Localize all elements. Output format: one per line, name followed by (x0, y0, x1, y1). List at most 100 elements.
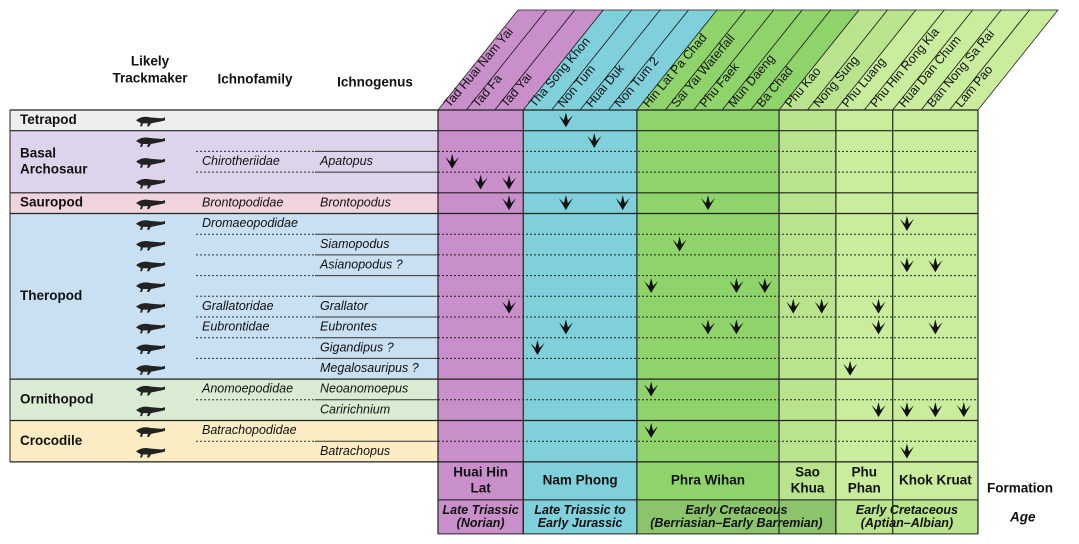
footprint (644, 277, 659, 293)
footprint (757, 277, 772, 293)
footprint (899, 402, 914, 418)
footprint (729, 319, 744, 335)
age-text: Early Jurassic (538, 516, 623, 530)
trackmaker-silhouette (136, 116, 165, 127)
column-header: Ichnogenus (337, 75, 413, 90)
ichnofamily: Grallatoridae (202, 299, 274, 313)
ichnogenus: Gigandipus ? (320, 340, 394, 354)
age-label: Age (1009, 509, 1036, 524)
footprint (928, 257, 943, 273)
group-name: Archosaur (20, 161, 88, 176)
formation-name: Khua (791, 480, 825, 495)
column-header: Ichnofamily (217, 72, 293, 87)
footprint (558, 112, 573, 128)
formation-band (835, 110, 893, 462)
trackmaker-silhouette (136, 323, 165, 334)
trackmaker-silhouette (136, 385, 165, 396)
footprint (558, 319, 573, 335)
footprint (928, 402, 943, 418)
formation-name: Huai Hin (453, 464, 508, 479)
trackmaker-silhouette (136, 406, 165, 417)
trackmaker-silhouette (136, 137, 165, 148)
group-name: Basal (20, 145, 56, 160)
ichnogenus: Eubrontes (320, 320, 377, 334)
age-text: (Norian) (457, 516, 505, 530)
formation-name: Nam Phong (543, 472, 618, 487)
ichnogenus: Neoanomoepus (320, 382, 408, 396)
group-name: Sauropod (20, 195, 83, 210)
formation-name: Phra Wihan (671, 472, 745, 487)
ichnofamily: Anomoepodidae (201, 382, 293, 396)
ichnofamily: Chirotheriidae (202, 154, 280, 168)
footprint (899, 443, 914, 459)
footprint (956, 402, 971, 418)
group-name: Ornithopod (20, 391, 93, 406)
ichnogenus: Brontopodus (320, 195, 391, 209)
trackmaker-silhouette (136, 365, 165, 375)
ichnofamily: Dromaeopodidae (202, 216, 298, 230)
ichnofamily: Brontopodidae (202, 195, 283, 209)
age-text: (Aptian–Albian) (861, 516, 953, 530)
age-text: Late Triassic to (534, 503, 626, 517)
footprint (700, 319, 715, 335)
formation-label: Formation (987, 480, 1053, 495)
footprint (899, 215, 914, 231)
formation-band (636, 110, 780, 462)
formation-band (523, 110, 637, 462)
footprint (814, 298, 829, 314)
group-band (10, 192, 438, 214)
ichnogenus: Megalosauripus ? (320, 361, 419, 375)
footprint (843, 360, 858, 376)
trackmaker-silhouette (136, 158, 165, 168)
group-name: Theropod (20, 288, 82, 303)
footprint (615, 195, 630, 211)
age-text: Late Triassic (443, 503, 519, 517)
group-name: Tetrapod (20, 112, 77, 127)
ichnogenus: Batrachopus (320, 444, 390, 458)
trackmaker-silhouette (136, 240, 165, 251)
age-text: Early Cretaceous (685, 503, 787, 517)
footprint (871, 298, 886, 314)
column-header: Likely (131, 54, 170, 69)
trackmaker-silhouette (136, 199, 165, 210)
footprint (644, 381, 659, 397)
footprint (899, 257, 914, 273)
group-band (10, 130, 438, 193)
footprint (587, 133, 602, 149)
age-cell (437, 499, 524, 535)
footprint (871, 319, 886, 335)
footprint (644, 422, 659, 438)
footprint (502, 298, 517, 314)
footprint (700, 195, 715, 211)
footprint (672, 236, 687, 252)
footprint (502, 195, 517, 211)
formation-name: Phu (852, 464, 878, 479)
trackmaker-silhouette (136, 447, 165, 458)
ichnogenus: Apatopus (319, 154, 373, 168)
trackmaker-silhouette (136, 282, 165, 292)
ichnofamily: Batrachopodidae (202, 423, 297, 437)
formation-name: Lat (471, 480, 492, 495)
trackmaker-silhouette (136, 261, 165, 272)
footprint (473, 174, 488, 190)
formation-name: Sao (795, 464, 820, 479)
trackmaker-silhouette (136, 220, 165, 230)
footprint (445, 153, 460, 169)
footprint (502, 174, 517, 190)
trackmaker-silhouette (136, 178, 165, 189)
trackmaker-silhouette (136, 344, 165, 355)
footprint (558, 195, 573, 211)
ichnofamily: Eubrontidae (202, 320, 269, 334)
group-band (10, 110, 438, 131)
ichnogenus: Grallator (320, 299, 369, 313)
trackmaker-silhouette (136, 427, 165, 437)
footprint (928, 319, 943, 335)
footprint (729, 277, 744, 293)
footprint (786, 298, 801, 314)
footprint (530, 340, 545, 356)
ichnogenus: Caririchnium (320, 402, 390, 416)
formation-band (779, 110, 836, 462)
age-text: Early Cretaceous (856, 503, 958, 517)
trackmaker-silhouette (136, 303, 165, 313)
